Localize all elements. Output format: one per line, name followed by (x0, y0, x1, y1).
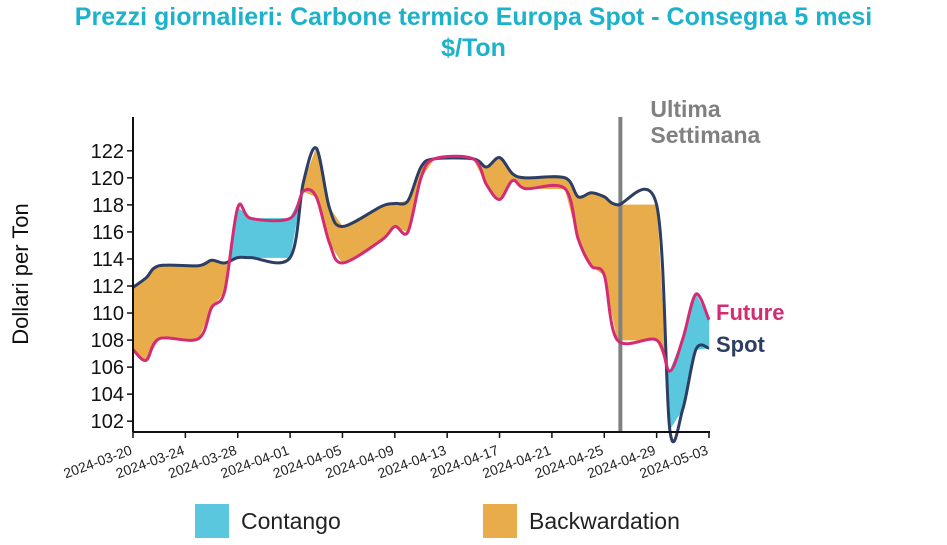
chart-title: Prezzi giornalieri: Carbone termico Euro… (74, 3, 873, 31)
y-axis-label: Dollari per Ton (8, 203, 33, 344)
y-tick-label: 112 (92, 276, 124, 298)
backwardation-fill (656, 204, 667, 362)
y-tick-label: 114 (92, 249, 124, 271)
spot-series-label: Spot (716, 332, 766, 357)
legend-label-contango: Contango (241, 507, 341, 534)
y-tick-label: 108 (91, 330, 124, 352)
backwardation-fill (617, 204, 657, 341)
legend-label-backwardation: Backwardation (529, 507, 680, 534)
legend-swatch-contango (195, 504, 229, 538)
last-week-annotation: Ultima Settimana (650, 96, 760, 148)
y-tick-label: 122 (91, 141, 124, 163)
y-tick-label: 110 (92, 303, 124, 325)
y-tick-label: 118 (92, 195, 124, 217)
spot-series-line (132, 146, 710, 444)
future-series-line (131, 154, 711, 373)
backwardation-fill (158, 265, 199, 340)
contango-fill (237, 206, 252, 258)
backwardation-fill (132, 277, 147, 361)
contango-fill (250, 218, 291, 258)
chart-subtitle: $/Ton (441, 34, 506, 62)
backwardation-fill (590, 192, 605, 276)
y-tick-label: 116 (92, 222, 124, 244)
y-tick-label: 102 (91, 411, 124, 433)
legend-item-backwardation: Backwardation (483, 504, 680, 538)
y-tick-label: 106 (91, 357, 124, 379)
y-tick-label: 120 (91, 168, 124, 190)
backwardation-fill (211, 259, 225, 309)
legend-swatch-backwardation (483, 504, 517, 538)
future-series-label: Future (716, 300, 784, 325)
y-tick-label: 104 (91, 384, 124, 406)
legend-item-contango: Contango (195, 504, 341, 538)
contango-fill (289, 195, 302, 258)
